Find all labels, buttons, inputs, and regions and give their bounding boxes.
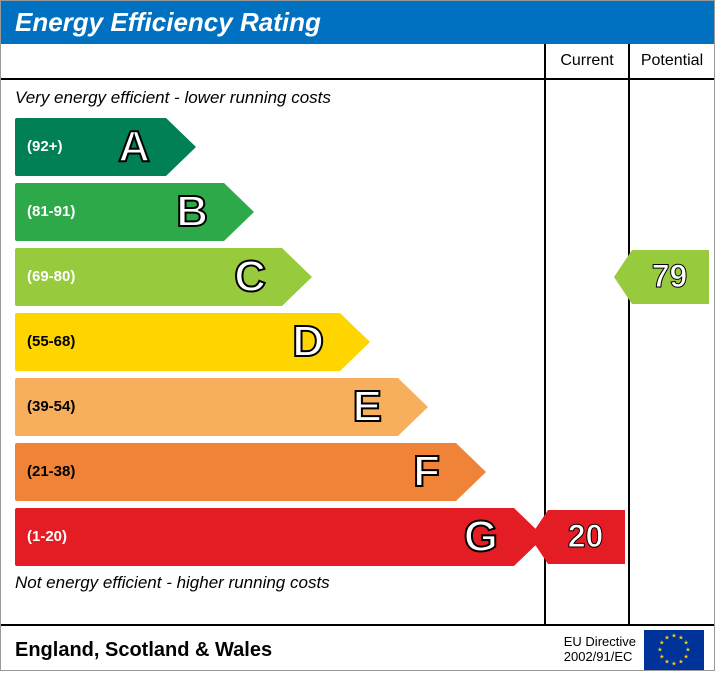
band-range: (92+)	[15, 138, 62, 155]
directive-label: EU Directive	[564, 635, 636, 650]
band-letter: G	[464, 512, 498, 562]
band-range: (69-80)	[15, 268, 75, 285]
directive-code: 2002/91/EC	[564, 650, 636, 665]
band-bar-e: (39-54) E	[15, 378, 392, 436]
band-row-d: (55-68) D	[15, 309, 544, 374]
band-row-c: (69-80) C	[15, 244, 544, 309]
title-bar: Energy Efficiency Rating	[1, 1, 714, 44]
current-pointer: 20	[530, 510, 625, 564]
band-range: (21-38)	[15, 463, 75, 480]
bands-header-spacer	[1, 44, 544, 80]
band-row-a: (92+) A	[15, 114, 544, 179]
band-bar-g: (1-20) G	[15, 508, 508, 566]
band-row-e: (39-54) E	[15, 374, 544, 439]
band-row-f: (21-38) F	[15, 439, 544, 504]
potential-header: Potential	[630, 44, 714, 80]
bars-area: (92+) A (81-91) B (69-80) C (55-68) D (39-54) E (2…	[1, 114, 544, 569]
band-letter: F	[413, 447, 440, 497]
directive-block: EU Directive 2002/91/EC ★★★★★★★★★★★★	[564, 630, 704, 670]
band-bar-a: (92+) A	[15, 118, 160, 176]
band-letter: A	[118, 122, 150, 172]
region-text: England, Scotland & Wales	[15, 639, 272, 662]
potential-pointer: 79	[614, 250, 709, 304]
current-header: Current	[546, 44, 628, 80]
band-letter: B	[176, 187, 208, 237]
band-bar-b: (81-91) B	[15, 183, 218, 241]
current-pointer-value: 20	[550, 510, 621, 564]
potential-column: Potential 79	[630, 44, 714, 624]
band-row-b: (81-91) B	[15, 179, 544, 244]
band-range: (81-91)	[15, 203, 75, 220]
top-caption: Very energy efficient - lower running co…	[1, 80, 544, 114]
band-range: (55-68)	[15, 333, 75, 350]
bottom-caption: Not energy efficient - higher running co…	[1, 569, 544, 599]
bands-column: Very energy efficient - lower running co…	[1, 44, 546, 624]
footer: England, Scotland & Wales EU Directive 2…	[1, 626, 714, 674]
band-range: (1-20)	[15, 528, 67, 545]
directive-text: EU Directive 2002/91/EC	[564, 635, 636, 665]
band-letter: E	[353, 382, 382, 432]
chart-title: Energy Efficiency Rating	[15, 7, 321, 37]
band-letter: D	[292, 317, 324, 367]
band-letter: C	[234, 252, 266, 302]
eu-flag-icon: ★★★★★★★★★★★★	[644, 630, 704, 670]
band-row-g: (1-20) G	[15, 504, 544, 569]
band-range: (39-54)	[15, 398, 75, 415]
current-column: Current 20	[546, 44, 630, 624]
band-bar-f: (21-38) F	[15, 443, 450, 501]
chart-body: Very energy efficient - lower running co…	[1, 44, 714, 626]
epc-chart: Energy Efficiency Rating Very energy eff…	[0, 0, 715, 671]
band-bar-c: (69-80) C	[15, 248, 276, 306]
potential-pointer-value: 79	[634, 250, 705, 304]
band-bar-d: (55-68) D	[15, 313, 334, 371]
